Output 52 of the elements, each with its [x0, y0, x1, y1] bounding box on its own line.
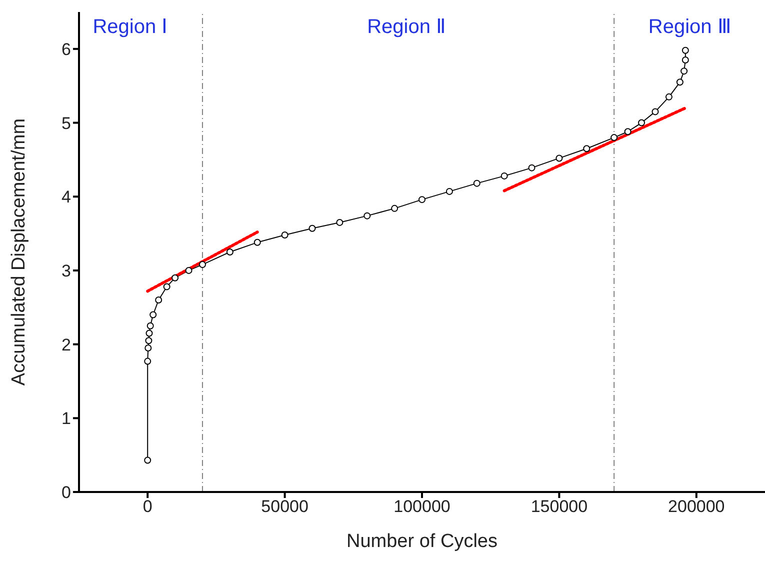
point: [146, 322, 154, 330]
annotation: Region Ⅱ: [367, 15, 446, 39]
x-tick-label: 0: [142, 497, 152, 516]
point: [680, 68, 688, 75]
point: [391, 204, 398, 212]
x-tick-label: 200000: [668, 497, 725, 516]
point: [473, 180, 480, 187]
point: [676, 78, 684, 86]
point: [144, 358, 152, 365]
point: [146, 330, 153, 337]
point: [145, 337, 152, 344]
point: [150, 311, 157, 318]
x-tick-label: 100000: [394, 497, 450, 516]
annotation: Region Ⅲ: [648, 15, 732, 39]
point: [528, 164, 536, 172]
point: [198, 261, 206, 268]
point: [638, 119, 646, 126]
y-tick-label: 6: [62, 40, 71, 59]
point: [163, 283, 170, 290]
point: [155, 296, 162, 304]
point: [682, 56, 689, 64]
point: [226, 248, 234, 256]
y-tick-label: 0: [62, 483, 71, 502]
y-tick-label: 5: [62, 114, 71, 133]
y-tick-label: 2: [62, 335, 71, 354]
point: [281, 232, 288, 239]
point: [500, 172, 508, 180]
point: [665, 93, 672, 100]
point: [610, 134, 618, 142]
point: [652, 108, 659, 116]
point: [446, 188, 453, 195]
x-tick-label: 150000: [530, 497, 588, 516]
point: [418, 196, 426, 204]
y-axis-title: Accumulated Displacement/mm: [8, 118, 30, 386]
y-tick-label: 4: [62, 188, 71, 207]
y-tick-label: 1: [62, 409, 71, 428]
point: [364, 212, 371, 220]
point: [144, 456, 152, 464]
point: [308, 224, 316, 232]
point: [583, 145, 590, 152]
point: [336, 218, 344, 226]
point: [556, 154, 563, 162]
y-tick-label: 3: [62, 261, 71, 280]
point: [624, 128, 632, 136]
point: [172, 274, 179, 282]
point: [144, 344, 152, 352]
annotation: Region Ⅰ: [92, 15, 168, 39]
x-axis-title: Number of Cycles: [346, 531, 498, 552]
point: [185, 266, 192, 274]
x-tick-label: 50000: [261, 497, 308, 516]
point: [682, 46, 689, 54]
point: [254, 238, 261, 246]
